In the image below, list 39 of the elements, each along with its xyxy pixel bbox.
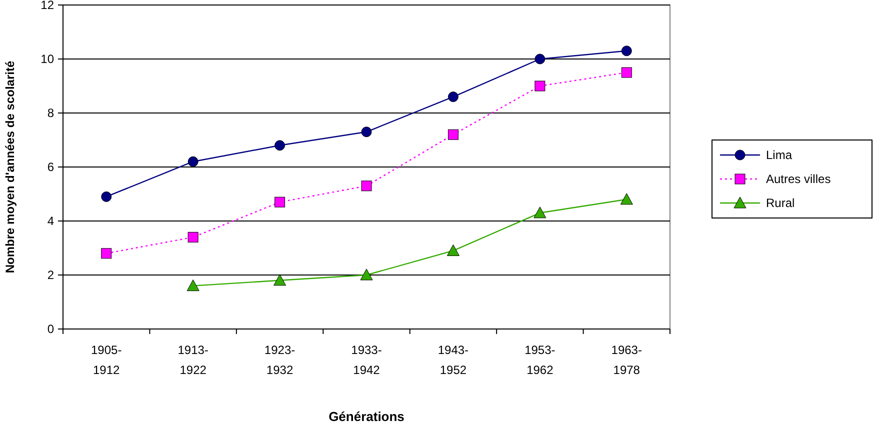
y-tick-label: 4 (47, 214, 54, 228)
point (101, 191, 112, 202)
y-tick-label: 6 (47, 160, 54, 174)
legend-label: Rural (766, 196, 795, 210)
point (361, 180, 372, 192)
point (534, 206, 546, 218)
point (448, 129, 458, 140)
point (620, 193, 633, 205)
y-tick-label: 10 (40, 52, 54, 66)
point (446, 244, 460, 256)
x-axis-title: Générations (328, 409, 404, 424)
x-tick-label: 1943-1952 (438, 343, 469, 377)
x-tick-label: 1933-1942 (351, 343, 382, 377)
point (188, 232, 198, 242)
legend-label: Autres villes (766, 172, 831, 186)
point (274, 274, 286, 286)
y-axis-title: Nombre moyen d'années de scolarité (3, 60, 17, 274)
point (360, 268, 373, 280)
y-tick-label: 0 (47, 322, 54, 336)
point (274, 196, 286, 208)
y-tick-label: 8 (47, 106, 54, 120)
point (621, 46, 632, 56)
legend-label: Lima (766, 148, 792, 162)
point (621, 67, 632, 78)
y-tick-label: 2 (47, 268, 54, 282)
point (448, 92, 458, 102)
point (534, 80, 546, 92)
point (361, 126, 372, 138)
point (188, 156, 198, 167)
point (534, 54, 546, 64)
x-tick-label: 1913-1922 (178, 343, 208, 377)
x-tick-label: 1905-1912 (91, 343, 122, 377)
point (101, 248, 112, 259)
y-tick-label: 12 (40, 0, 54, 12)
x-tick-label: 1953-1962 (524, 343, 556, 377)
point (186, 280, 200, 292)
point (274, 140, 286, 151)
x-tick-label: 1963-1978 (611, 343, 642, 377)
x-tick-label: 1923-1932 (264, 343, 296, 377)
